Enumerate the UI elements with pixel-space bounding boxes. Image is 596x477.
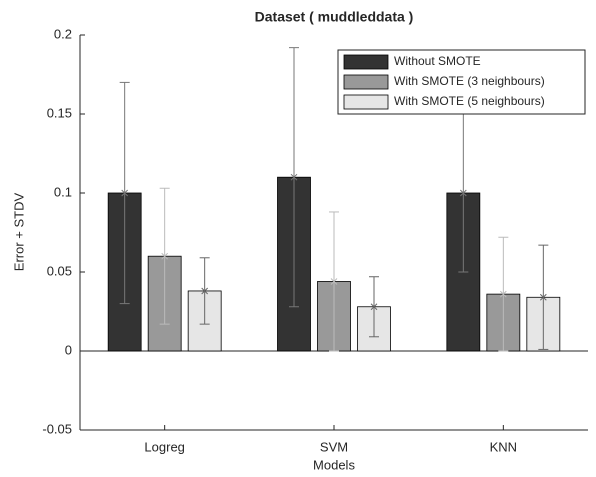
chart-title: Dataset ( muddleddata ) bbox=[255, 9, 414, 25]
value-marker bbox=[370, 303, 378, 311]
legend-label: Without SMOTE bbox=[394, 54, 481, 68]
value-marker bbox=[201, 287, 209, 295]
x-tick-label: KNN bbox=[490, 439, 517, 454]
legend-swatch bbox=[343, 74, 389, 90]
legend-label: With SMOTE (3 neighbours) bbox=[394, 74, 545, 88]
x-axis-label: Models bbox=[313, 457, 355, 472]
x-tick-label: SVM bbox=[320, 439, 348, 454]
value-marker bbox=[499, 290, 507, 298]
legend-label: With SMOTE (5 neighbours) bbox=[394, 94, 545, 108]
legend-swatch bbox=[343, 54, 389, 70]
value-marker bbox=[121, 189, 129, 197]
y-tick-label: 0 bbox=[65, 342, 72, 357]
value-marker bbox=[539, 293, 547, 301]
legend-swatch bbox=[343, 94, 389, 110]
y-tick-label: -0.05 bbox=[42, 421, 72, 436]
y-tick-label: 0.05 bbox=[47, 263, 72, 278]
x-tick-label: Logreg bbox=[144, 439, 184, 454]
y-axis-label: Error + STDV bbox=[11, 192, 26, 271]
value-marker bbox=[290, 173, 298, 181]
y-tick-label: 0.2 bbox=[54, 26, 72, 41]
value-marker bbox=[459, 189, 467, 197]
y-tick-label: 0.15 bbox=[47, 105, 72, 120]
value-marker bbox=[161, 252, 169, 260]
y-tick-label: 0.1 bbox=[54, 184, 72, 199]
value-marker bbox=[330, 278, 338, 285]
